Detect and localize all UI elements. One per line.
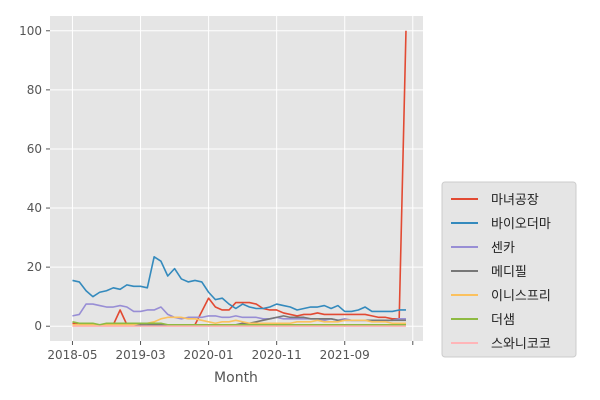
y-tick-label: 80 [27,83,42,97]
x-axis-ticks: 2018-05 2019-03 2020-01 2020-11 2021-09 [47,341,414,362]
series-lines [72,30,407,328]
legend-label: 더샘 [491,313,515,328]
grid [50,16,423,341]
legend-label: 스와니코코 [491,337,551,352]
x-tick-label: 2021-09 [320,348,370,362]
x-axis-title: Month [214,370,258,386]
legend-label: 메디필 [491,265,527,280]
plot-area [50,16,423,341]
y-tick-label: 40 [27,201,42,215]
series-line-4 [72,316,406,326]
legend-label: 이니스프리 [491,289,551,304]
legend-label: 마녀공장 [491,193,539,208]
series-line-5 [72,321,406,326]
x-tick-label: 2020-01 [184,348,234,362]
y-tick-label: 20 [27,260,42,274]
y-tick-label: 0 [34,319,42,333]
y-tick-label: 60 [27,142,42,156]
legend-label: 센카 [491,241,515,256]
legend-label: 바이오더마 [491,217,551,232]
series-line-1 [72,255,406,313]
x-tick-label: 2019-03 [115,348,165,362]
legend-box [441,181,577,358]
y-axis-ticks: 0 20 40 60 80 100 [19,24,50,333]
y-tick-label: 100 [19,24,42,38]
x-tick-label: 2020-11 [252,348,302,362]
x-tick-label: 2018-05 [47,348,97,362]
